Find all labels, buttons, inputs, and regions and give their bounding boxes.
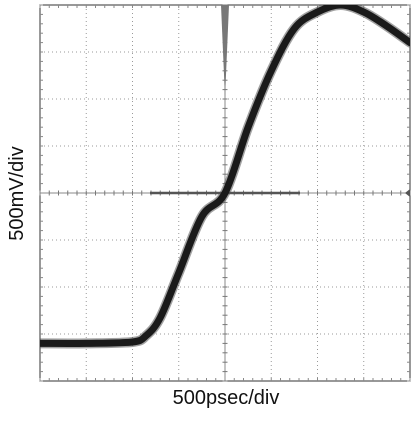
y-axis-label: 500mV/div — [6, 146, 29, 241]
level-arrow-marker — [405, 189, 410, 197]
trigger-position-marker — [221, 5, 229, 98]
trigger-markers — [150, 5, 410, 197]
x-axis-label: 500psec/div — [40, 387, 412, 410]
